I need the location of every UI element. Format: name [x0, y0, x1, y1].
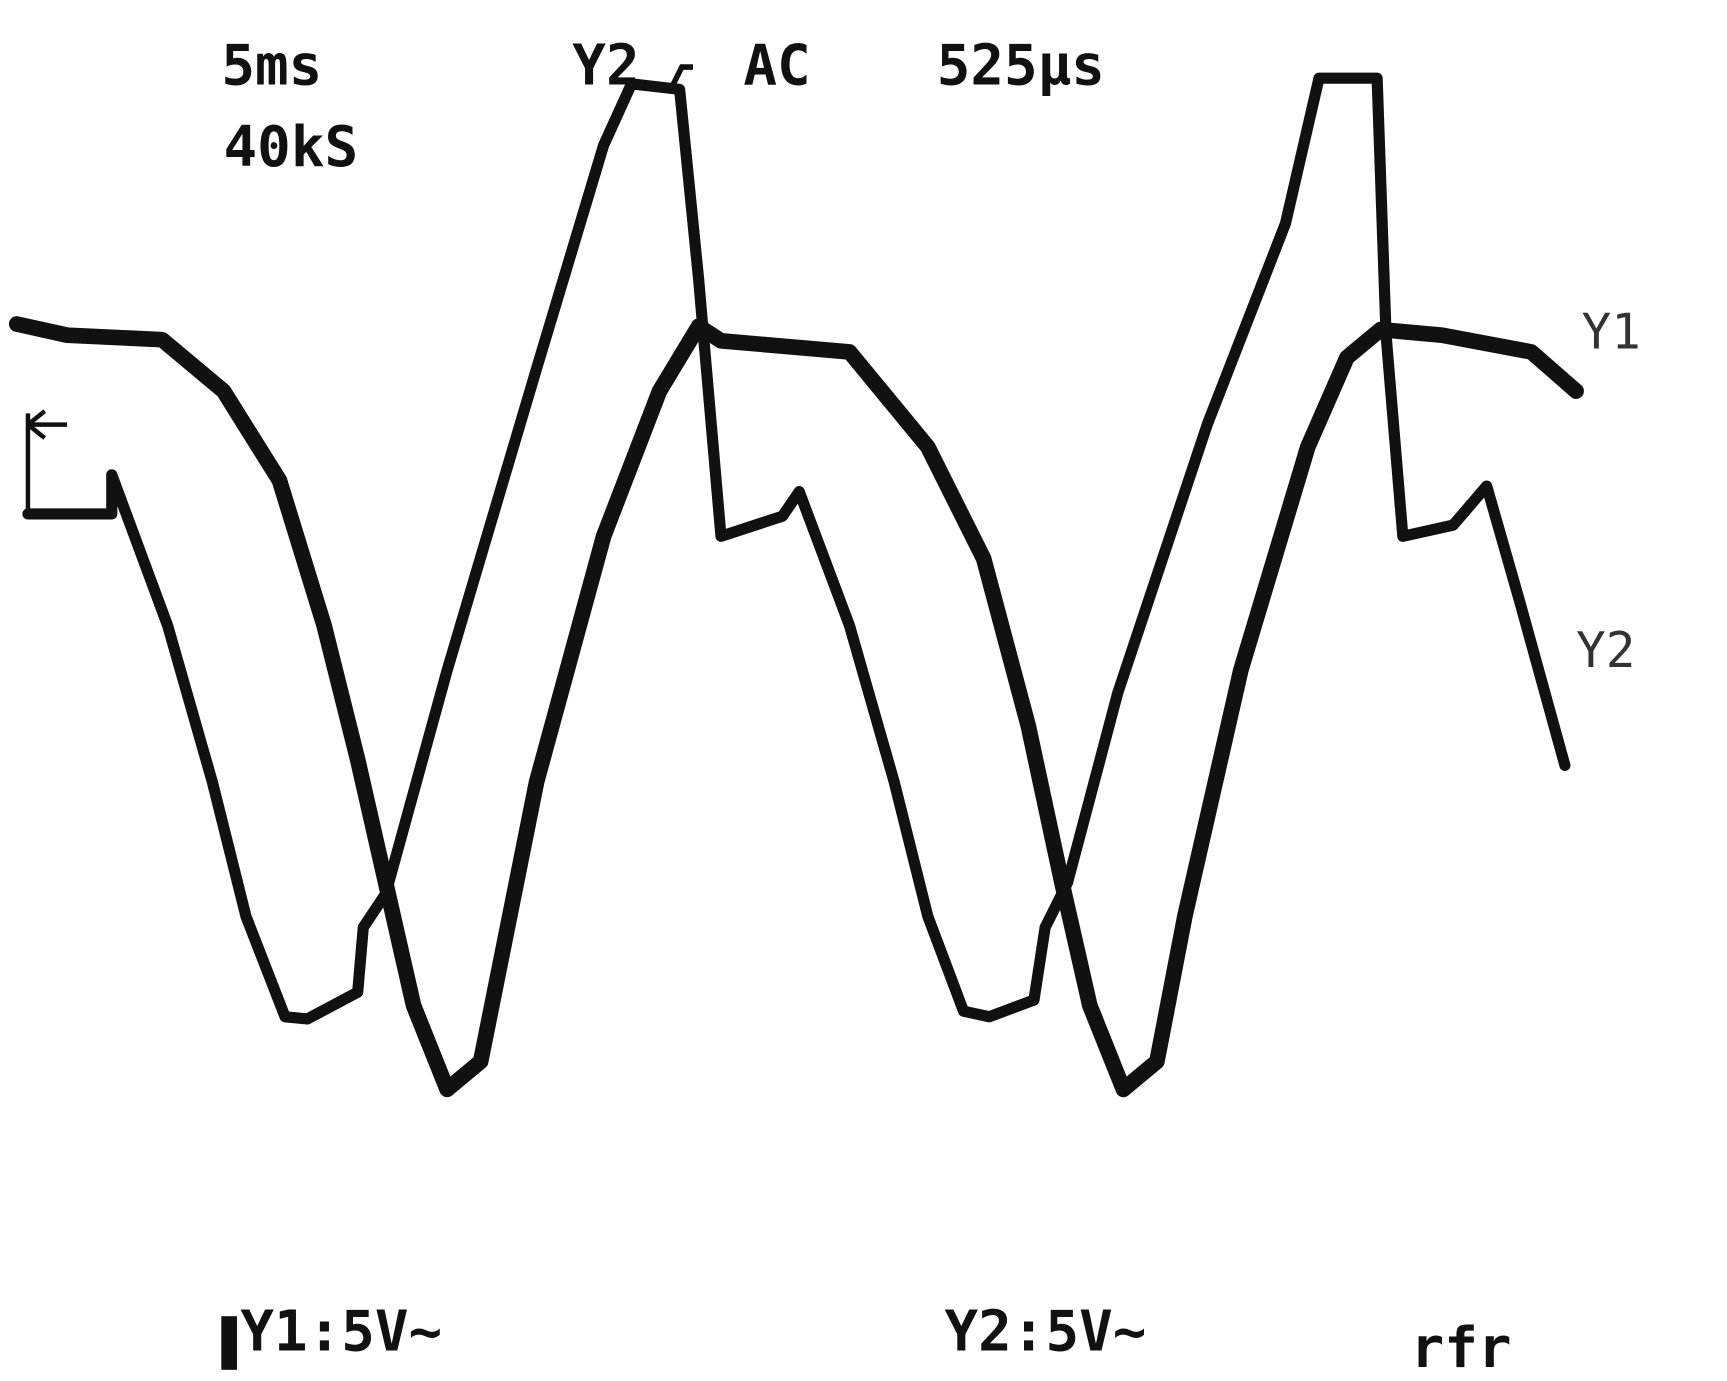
sample-rate: 40kS: [224, 115, 359, 180]
acquisition-mode: rfr: [1411, 1316, 1512, 1381]
trace-label-y2: Y2: [1576, 621, 1635, 679]
ground-marker: [25, 409, 68, 514]
trigger-delay: 525µs: [937, 33, 1105, 98]
coupling: AC: [743, 33, 810, 98]
timebase: 5ms: [221, 33, 322, 98]
trace-label-y1: Y1: [1582, 303, 1641, 361]
trace-y2: [22, 72, 1571, 1025]
trace-y1: [8, 316, 1584, 1098]
y2-scale: Y2:5V~: [945, 1299, 1147, 1364]
slope-icon: [668, 64, 694, 91]
y1-scale: Y1:5V~: [240, 1299, 442, 1364]
channel-marker: [221, 1316, 237, 1370]
